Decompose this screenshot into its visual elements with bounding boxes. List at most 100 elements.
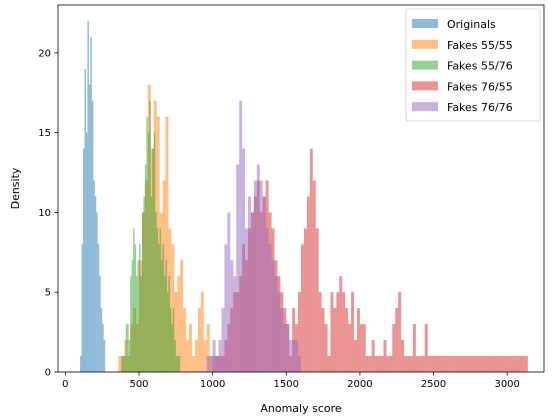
histogram-bar: [324, 324, 328, 372]
histogram-bar: [118, 356, 122, 372]
histogram-bar: [206, 356, 210, 372]
histogram-bar: [283, 324, 287, 372]
histogram-bar: [124, 340, 128, 372]
histogram-bar: [274, 276, 278, 372]
histogram-bar: [315, 228, 319, 372]
histogram-bar: [230, 260, 234, 372]
histogram-bar: [200, 292, 204, 372]
histogram-bar: [495, 356, 499, 372]
histogram-bar: [292, 340, 296, 372]
histogram-bar: [504, 356, 508, 372]
histogram-bar: [401, 340, 405, 372]
x-tick-label: 3000: [494, 379, 519, 390]
histogram-bar: [412, 324, 416, 372]
histogram-bar: [166, 292, 169, 372]
y-tick-label: 5: [45, 288, 51, 299]
histogram-bar: [130, 324, 134, 372]
histogram-bar: [383, 340, 387, 372]
histogram-bar: [298, 292, 301, 372]
histogram-bar: [430, 356, 434, 372]
histogram-bar: [203, 340, 207, 372]
histogram-bar: [90, 36, 92, 372]
histogram-bar: [286, 324, 290, 372]
histogram-bar: [189, 324, 193, 372]
histogram-bar: [80, 356, 82, 372]
axes-frame: [57, 4, 545, 373]
histogram-bar: [100, 308, 103, 372]
histogram-bar: [239, 100, 243, 373]
histogram-bar: [306, 196, 310, 372]
histogram-bar: [147, 132, 150, 372]
histogram-bar: [298, 356, 301, 372]
histogram-bar: [224, 244, 228, 372]
histogram-bar: [277, 292, 281, 372]
histogram-bar: [143, 196, 145, 372]
bars-layer: [80, 20, 528, 373]
histogram-bar: [395, 308, 399, 372]
histogram-bar: [159, 228, 162, 372]
histogram-bar: [177, 276, 181, 372]
histogram-bar: [183, 308, 187, 372]
histogram-bar: [498, 356, 502, 372]
histogram-bar: [140, 276, 142, 372]
histogram-bar: [209, 356, 213, 372]
histogram-bar: [345, 308, 349, 372]
histogram-bar: [165, 116, 169, 372]
histogram-bar: [354, 340, 357, 372]
histogram-bar: [91, 100, 94, 373]
histogram-bar: [474, 356, 478, 372]
histogram-bar: [421, 356, 425, 372]
histogram-bar: [164, 276, 166, 372]
histogram-bar: [197, 308, 201, 372]
histogram-bar: [178, 356, 181, 372]
histogram-bar: [168, 228, 172, 372]
x-tick-label: 500: [129, 379, 148, 390]
histogram-bar: [212, 340, 216, 372]
legend-label: Fakes 76/55: [447, 80, 513, 93]
histogram-bar: [245, 228, 248, 372]
histogram-bar: [156, 116, 160, 372]
histogram-bar: [194, 340, 198, 372]
histogram-bar: [327, 356, 331, 372]
histogram-bar: [465, 356, 469, 372]
histogram-bar: [289, 340, 293, 372]
histogram-bar: [128, 340, 131, 372]
legend-swatch: [412, 39, 438, 49]
histogram-bar: [259, 180, 263, 372]
histogram-bar: [336, 292, 340, 372]
series-0: [80, 20, 106, 373]
histogram-bar: [457, 356, 461, 372]
histogram-bar: [156, 228, 159, 372]
x-tick-label: 2000: [347, 379, 372, 390]
histogram-bar: [333, 308, 337, 372]
histogram-bar: [124, 356, 126, 372]
histogram-bar: [321, 308, 325, 372]
histogram-bar: [121, 356, 123, 372]
histogram-bar: [436, 356, 440, 372]
histogram-bar: [155, 212, 157, 372]
legend-swatch: [412, 102, 438, 112]
histogram-bar: [312, 180, 316, 372]
histogram-bar: [133, 228, 135, 372]
histogram-bar: [221, 308, 225, 372]
histogram-bar: [386, 356, 390, 372]
histogram-bar: [174, 292, 178, 372]
histogram-bar: [486, 356, 490, 372]
histogram-bar: [418, 356, 422, 372]
legend: Originals Fakes 55/55 Fakes 55/76 Fakes 76/…: [405, 8, 541, 122]
histogram-bar: [186, 340, 190, 372]
histogram-bar: [309, 148, 313, 372]
histogram-bar: [162, 180, 166, 372]
y-axis-label: Density: [9, 167, 22, 209]
histogram-bar: [168, 276, 170, 372]
histogram-bar: [415, 356, 419, 372]
histogram-bar: [398, 292, 402, 372]
histogram-bar: [84, 68, 86, 372]
histogram-bar: [380, 356, 384, 372]
histogram-bar: [301, 244, 304, 372]
histogram-bar: [451, 356, 455, 372]
histogram-bar: [409, 356, 413, 372]
histogram-bar: [524, 356, 528, 372]
histogram-bar: [477, 356, 481, 372]
